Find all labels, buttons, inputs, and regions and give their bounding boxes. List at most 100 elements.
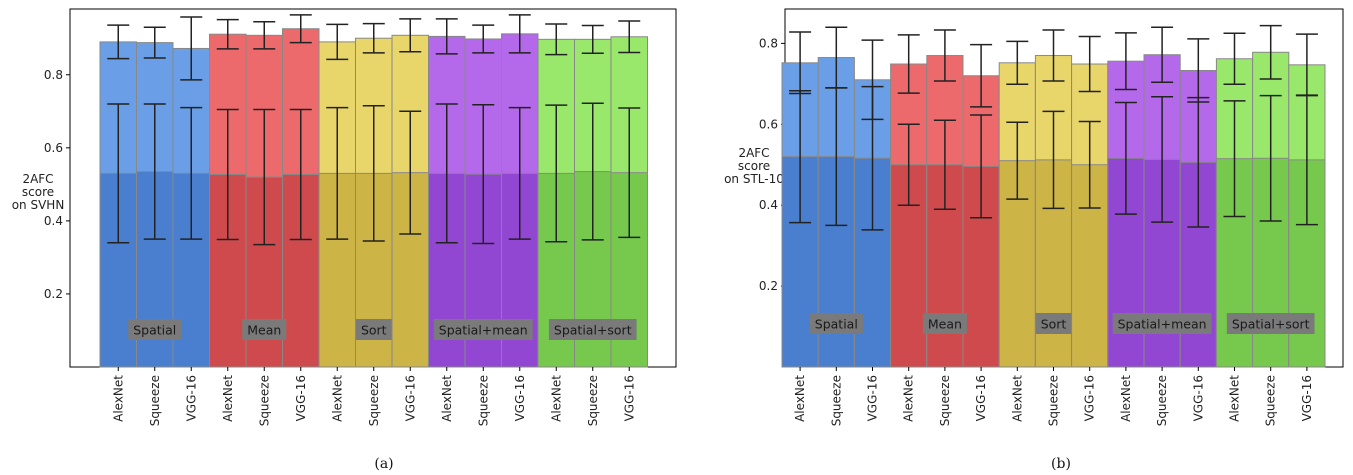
error-bar-high	[216, 18, 239, 50]
error-bar-high	[933, 29, 956, 82]
x-tick-label: VGG-16	[294, 375, 308, 421]
error-bar-low	[289, 108, 312, 241]
error-bar-low	[545, 104, 568, 243]
group-label: Mean	[247, 323, 281, 338]
error-bar-high	[253, 21, 276, 50]
error-bar-high	[326, 23, 349, 61]
series-mean: AlexNet Squeeze VGG-16 Mean	[890, 29, 1000, 426]
group-label: Sort	[1041, 317, 1067, 332]
error-bar-high	[289, 14, 312, 44]
error-bar-low	[1259, 94, 1282, 222]
error-bar-low	[362, 105, 385, 242]
error-bar-low	[1078, 120, 1101, 209]
error-bar-low	[143, 103, 166, 240]
y-axis-label: on STL-10	[724, 172, 784, 186]
error-bar-low	[789, 89, 812, 224]
x-tick-label: AlexNet	[221, 375, 235, 422]
error-bar-low	[180, 106, 203, 240]
error-bar-low	[1151, 96, 1174, 223]
x-tick-label: VGG-16	[974, 375, 988, 421]
x-tick-label: Squeeze	[257, 375, 271, 426]
y-tick-label: 0.8	[759, 36, 778, 50]
series-mean: AlexNet Squeeze VGG-16 Mean	[209, 14, 320, 426]
x-tick-label: AlexNet	[902, 375, 916, 422]
x-tick-label: AlexNet	[793, 375, 807, 422]
error-bar-high	[1151, 26, 1174, 83]
error-bar-low	[618, 107, 641, 239]
error-bar-low	[897, 123, 920, 206]
error-bar-high	[1223, 32, 1246, 85]
series-spatial-sort: AlexNet Squeeze VGG-16 Spatial+sort	[537, 20, 648, 426]
error-bar-low	[933, 119, 956, 210]
error-bar-high	[508, 14, 531, 54]
error-bar-low	[1006, 121, 1029, 200]
error-bar-low	[1223, 100, 1246, 218]
x-tick-label: Squeeze	[938, 375, 952, 426]
x-tick-label: AlexNet	[1228, 375, 1242, 422]
error-bar-low	[326, 106, 349, 240]
x-tick-label: Squeeze	[367, 375, 381, 426]
series-spatial-sort: AlexNet Squeeze VGG-16 Spatial+sort	[1215, 24, 1326, 426]
y-axis-label: on SVHN	[12, 198, 65, 212]
figure-caption: (b)	[1051, 456, 1071, 472]
x-tick-label: VGG-16	[184, 375, 198, 421]
x-tick-label: Squeeze	[1264, 375, 1278, 426]
group-label: Spatial+mean	[1118, 317, 1207, 332]
error-bar-high	[970, 43, 993, 108]
x-tick-label: AlexNet	[330, 375, 344, 422]
series-spatial: AlexNet Squeeze VGG-16 Spatial	[99, 16, 210, 426]
error-bar-high	[581, 24, 604, 54]
error-bar-low	[1187, 96, 1210, 228]
group-label-bg	[922, 313, 967, 334]
series-spatial-mean: AlexNet Squeeze VGG-16 Spatial+mean	[428, 14, 539, 426]
error-bar-low	[107, 103, 130, 244]
error-bar-low	[508, 106, 531, 240]
group-label-bg	[355, 319, 392, 340]
figure-caption: (a)	[374, 456, 393, 472]
x-tick-label: VGG-16	[622, 375, 636, 421]
y-axis-label: 2AFC	[22, 172, 53, 186]
group-label-bg	[433, 319, 533, 340]
group-label-bg	[1112, 313, 1212, 334]
error-bar-high	[1042, 29, 1065, 82]
x-tick-label: Squeeze	[1155, 375, 1169, 426]
error-bar-high	[545, 23, 568, 56]
group-label: Spatial+sort	[554, 323, 632, 338]
error-bar-high	[399, 18, 422, 53]
error-bar-low	[399, 110, 422, 235]
error-bar-high	[435, 18, 458, 55]
x-tick-label: Squeeze	[1047, 375, 1061, 426]
x-tick-label: VGG-16	[513, 375, 527, 421]
error-bar-high	[618, 20, 641, 54]
x-tick-label: Squeeze	[476, 375, 490, 426]
group-label: Spatial+sort	[1232, 317, 1310, 332]
group-label: Spatial	[815, 317, 858, 332]
error-bar-high	[897, 34, 920, 94]
y-tick-label: 0.4	[44, 214, 63, 228]
group-label-bg	[128, 319, 182, 340]
y-tick-label: 0.2	[759, 279, 778, 293]
error-bar-low	[253, 108, 276, 246]
error-bar-high	[107, 24, 130, 60]
group-label: Mean	[928, 317, 962, 332]
group-label-bg	[548, 319, 637, 340]
x-tick-label: Squeeze	[586, 375, 600, 426]
error-bar-low	[825, 87, 848, 227]
error-bar-high	[362, 22, 385, 54]
y-axis-label: score	[738, 159, 770, 173]
x-tick-label: AlexNet	[549, 375, 563, 422]
error-bar-low	[216, 108, 239, 241]
x-tick-label: AlexNet	[1119, 375, 1133, 422]
y-tick-label: 0.4	[759, 198, 778, 212]
x-tick-label: VGG-16	[866, 375, 880, 421]
x-tick-label: VGG-16	[1083, 375, 1097, 421]
y-tick-label: 0.2	[44, 287, 63, 301]
y-tick-label: 0.6	[759, 117, 778, 131]
y-axis-label: score	[22, 185, 54, 199]
error-bar-low	[1042, 110, 1065, 210]
group-label: Sort	[361, 323, 387, 338]
error-bar-low	[861, 85, 884, 231]
error-bar-low	[435, 103, 458, 244]
error-bar-high	[1259, 24, 1282, 80]
x-tick-label: AlexNet	[111, 375, 125, 422]
